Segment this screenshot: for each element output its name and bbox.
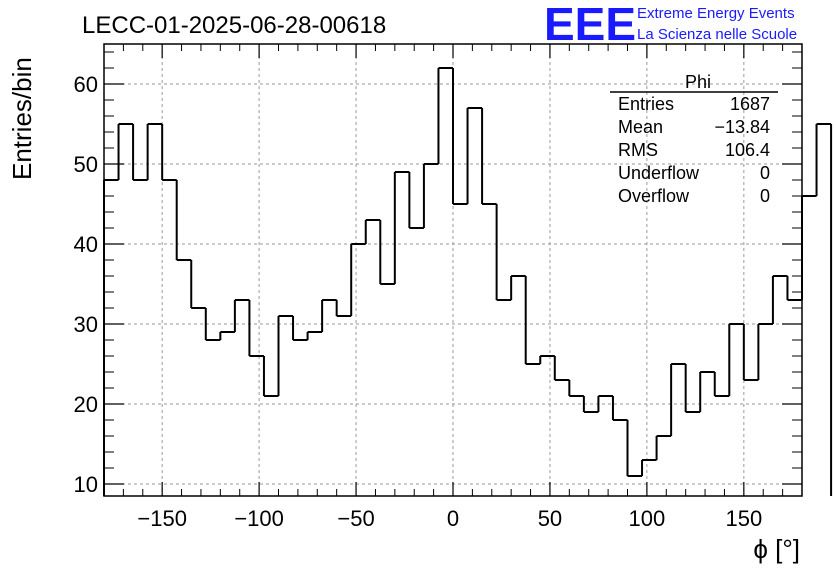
stats-label-entries: Entries: [618, 94, 674, 114]
y-tick-label: 10: [74, 472, 98, 497]
axis-ticks: [103, 44, 803, 496]
stats-value-underflow: 0: [760, 163, 770, 183]
histogram-bin: [539, 355, 555, 364]
histogram-bin: [568, 380, 584, 397]
histogram-bin: [553, 356, 570, 381]
histogram-bin: [524, 276, 541, 365]
stats-value-overflow: 0: [760, 186, 770, 206]
histogram-bin: [175, 180, 192, 261]
histogram-bin: [597, 395, 613, 412]
y-tick-label: 40: [74, 232, 98, 257]
stats-value-mean: −13.84: [714, 117, 770, 137]
histogram-bin: [321, 299, 337, 332]
stats-label-rms: RMS: [618, 140, 658, 160]
histogram-bin: [684, 364, 701, 413]
chart-title: LECC-01-2025-06-28-00618: [82, 12, 386, 39]
histogram-bin: [452, 68, 468, 205]
histogram-bin: [437, 67, 453, 164]
histogram-bin: [233, 299, 250, 332]
histogram-bin: [699, 371, 715, 412]
histogram-bin: [611, 396, 628, 421]
histogram-bin: [408, 172, 424, 229]
histogram-bin: [350, 243, 366, 316]
y-tick-label: 30: [74, 312, 98, 337]
histogram-bin: [204, 308, 221, 341]
x-tick-label: 100: [629, 506, 666, 531]
histogram-bin: [379, 220, 395, 285]
histogram-bin: [422, 163, 439, 228]
histogram-bin: [132, 124, 148, 181]
histogram-bin: [757, 323, 773, 380]
histogram-bin: [117, 123, 134, 180]
histogram-bin: [641, 459, 657, 476]
histogram-bin: [510, 275, 526, 300]
y-tick-label: 20: [74, 392, 98, 417]
histogram-bin: [655, 435, 672, 460]
stats-label-mean: Mean: [618, 117, 663, 137]
histogram-bin: [219, 331, 235, 340]
histogram-bin: [364, 219, 381, 244]
histogram-bin: [670, 363, 686, 436]
histogram-bin: [742, 324, 759, 381]
x-tick-label: −150: [137, 506, 187, 531]
logo-mark: EEE: [544, 0, 636, 50]
x-tick-label: −50: [337, 506, 374, 531]
histogram-bin: [146, 123, 163, 180]
histogram-bin: [815, 123, 832, 196]
logo-line2: La Scienza nelle Scuole: [637, 26, 797, 43]
histogram-bin: [582, 396, 599, 413]
logo: EEE Extreme Energy Events La Scienza nel…: [544, 0, 797, 50]
histogram-bin: [481, 108, 497, 205]
y-axis-title: Entries/bin: [7, 57, 37, 180]
stats-value-entries: 1687: [730, 94, 770, 114]
histogram-bin: [248, 300, 264, 357]
histogram-bin: [262, 356, 279, 397]
histogram-bin: [335, 300, 352, 317]
y-tick-label: 50: [74, 152, 98, 177]
stats-title: Phi: [685, 72, 711, 92]
y-tick-label: 60: [74, 72, 98, 97]
histogram-bin: [190, 260, 206, 309]
histogram-bin: [728, 323, 744, 396]
histogram-bin: [466, 107, 483, 204]
stats-label-underflow: Underflow: [618, 163, 700, 183]
histogram-bin: [771, 275, 788, 324]
stats-box: Phi Entries 1687 Mean −13.84 RMS 106.4 U…: [610, 72, 778, 206]
x-tick-label: 0: [447, 506, 459, 531]
histogram-bin: [277, 315, 294, 396]
x-axis-title: ϕ [°]: [753, 534, 800, 564]
x-tick-label: −100: [234, 506, 284, 531]
x-tick-label: 150: [725, 506, 762, 531]
histogram-bin: [626, 420, 643, 477]
histogram-bin: [306, 331, 323, 340]
tick-labels: −150 −100 −50 0 50 100 150 10 20 30 40 50 60: [74, 72, 763, 531]
histogram-bin: [292, 316, 308, 341]
histogram-bars: [103, 67, 833, 496]
histogram-bin: [161, 124, 177, 181]
stats-label-overflow: Overflow: [618, 186, 690, 206]
histogram-bin: [495, 204, 512, 301]
stats-value-rms: 106.4: [725, 140, 770, 160]
histogram-bin: [713, 372, 730, 397]
histogram-bin: [393, 171, 410, 284]
logo-line1: Extreme Energy Events: [637, 5, 795, 22]
histogram-bin: [786, 276, 802, 301]
x-tick-label: 50: [538, 506, 562, 531]
